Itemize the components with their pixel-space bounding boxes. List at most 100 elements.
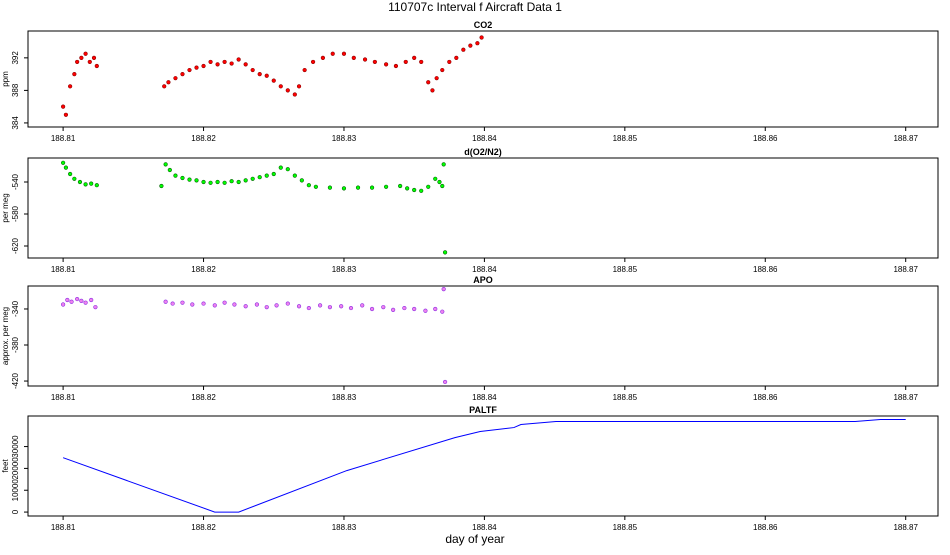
point (167, 167, 172, 173)
point (299, 178, 304, 183)
point (306, 305, 311, 311)
y-axis-label: approx. per meg (1, 307, 10, 365)
point (69, 299, 74, 304)
point (222, 59, 227, 65)
y-tick-label: 0 (11, 509, 20, 514)
point (426, 80, 431, 85)
y-axis-label: ppm (1, 71, 10, 87)
panel-title: APO (473, 275, 493, 285)
point (229, 179, 234, 184)
x-tick-label: 188.83 (332, 134, 357, 143)
point (264, 173, 269, 178)
x-tick-label: 188.87 (893, 523, 918, 532)
point (232, 302, 237, 307)
point (94, 63, 99, 69)
point (257, 175, 262, 180)
x-tick-label: 188.84 (472, 523, 497, 532)
point (362, 57, 368, 62)
y-axis-label: per meg (1, 193, 10, 222)
point (180, 175, 185, 181)
y-tick-label: -620 (11, 237, 20, 254)
point (89, 297, 94, 303)
point (285, 301, 290, 306)
point (468, 43, 473, 48)
point (243, 62, 248, 67)
point (433, 306, 438, 312)
point (330, 51, 335, 56)
point (310, 59, 316, 65)
point (194, 65, 199, 70)
point (187, 67, 192, 73)
point (87, 59, 92, 65)
point (75, 296, 80, 302)
point (79, 55, 84, 60)
y-tick-label: -540 (11, 173, 20, 190)
point (166, 80, 171, 85)
point (61, 160, 66, 165)
point (83, 51, 88, 56)
point (93, 305, 98, 310)
panel-title: PALTF (469, 405, 497, 415)
point (285, 167, 290, 172)
x-axis-label: day of year (445, 532, 504, 546)
point (212, 303, 217, 308)
point (215, 62, 220, 67)
point (412, 187, 417, 193)
point (302, 67, 307, 73)
point (208, 59, 213, 65)
y-tick-label: -380 (11, 336, 20, 353)
point (440, 183, 445, 189)
point (317, 303, 323, 308)
point (91, 55, 97, 60)
point (201, 63, 206, 69)
point (83, 182, 88, 187)
x-tick-label: 188.82 (191, 134, 216, 143)
point (236, 179, 241, 185)
x-tick-label: 188.81 (51, 523, 76, 532)
point (94, 183, 99, 188)
point (402, 305, 407, 311)
point (461, 47, 466, 52)
x-tick-label: 188.85 (613, 265, 638, 274)
point (163, 162, 168, 167)
x-tick-label: 188.86 (753, 265, 778, 274)
point (163, 299, 168, 304)
point (306, 183, 311, 188)
point (162, 84, 167, 89)
point (381, 305, 386, 310)
point (68, 84, 73, 89)
point (419, 188, 424, 193)
point (72, 176, 77, 181)
point (442, 379, 448, 385)
point (257, 72, 262, 77)
point (437, 179, 442, 185)
x-tick-label: 188.84 (472, 134, 497, 143)
point (412, 55, 417, 60)
point (412, 306, 417, 312)
point (250, 176, 255, 181)
point (278, 165, 283, 170)
point (236, 57, 241, 62)
y-tick-label: 20000 (11, 457, 20, 480)
panel-title: d(O2/N2) (464, 147, 502, 157)
x-tick-label: 188.85 (613, 134, 638, 143)
point (254, 302, 260, 307)
point (434, 76, 439, 81)
x-tick-label: 188.86 (753, 523, 778, 532)
point (419, 59, 424, 65)
point (398, 183, 403, 189)
point (278, 84, 283, 89)
y-axis-label: feet (1, 459, 10, 473)
point (351, 55, 356, 60)
point (441, 287, 446, 292)
point (405, 186, 410, 191)
point (65, 297, 70, 303)
point (208, 180, 213, 185)
point (173, 76, 178, 81)
point (201, 179, 206, 185)
y-tick-label: 388 (11, 83, 20, 97)
point (77, 179, 83, 185)
point (271, 171, 276, 177)
point (229, 61, 234, 66)
x-tick-label: 188.81 (51, 265, 76, 274)
